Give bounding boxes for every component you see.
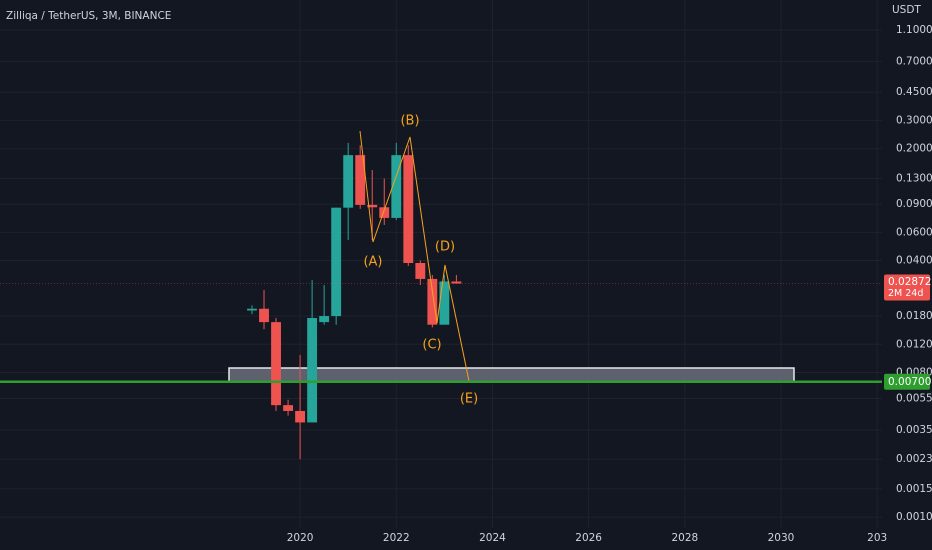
level-label: 0.00700 xyxy=(888,376,931,388)
candle-body xyxy=(439,281,450,325)
x-tick-label: 2026 xyxy=(575,532,602,544)
candle-body xyxy=(283,405,293,411)
candle-body xyxy=(271,322,281,406)
candle-body xyxy=(427,278,438,325)
candle-body xyxy=(451,281,462,284)
candle-body xyxy=(295,410,306,423)
candle-body xyxy=(247,308,257,311)
chart-title: Zilliqa / TetherUS, 3M, BINANCE xyxy=(6,10,171,22)
currency-label: USDT xyxy=(892,4,921,16)
wave-label: (D) xyxy=(435,240,455,255)
x-tick-label: 2028 xyxy=(671,532,698,544)
candle-body xyxy=(391,155,402,218)
candle-body xyxy=(319,316,330,323)
candle-body xyxy=(355,155,366,205)
candle-body xyxy=(403,155,414,263)
wave-label: (A) xyxy=(363,255,382,270)
countdown-label: 2M 24d xyxy=(888,288,923,299)
x-tick-label: 2020 xyxy=(287,532,314,544)
grid xyxy=(0,0,882,528)
candle-body xyxy=(367,204,378,208)
candle-body xyxy=(415,262,426,279)
candle-body xyxy=(259,308,269,323)
wave-line xyxy=(359,130,470,382)
candle-body xyxy=(343,155,354,208)
level-box xyxy=(884,373,930,390)
x-tick-label: 203 xyxy=(867,532,887,544)
last-price-label: 0.02872 xyxy=(888,276,931,288)
wave-label: (B) xyxy=(400,114,419,129)
last-price-box xyxy=(884,274,930,301)
x-tick-label: 2022 xyxy=(383,532,410,544)
candle-body xyxy=(331,207,342,317)
wave-label: (E) xyxy=(460,392,478,407)
candle-body xyxy=(379,207,390,218)
candles xyxy=(247,142,462,460)
wave-label: (C) xyxy=(422,338,441,353)
x-tick-label: 2024 xyxy=(479,532,506,544)
x-tick-label: 2030 xyxy=(768,532,795,544)
y-tick-label: 0.00100 xyxy=(896,511,932,523)
candle-body xyxy=(307,318,318,423)
